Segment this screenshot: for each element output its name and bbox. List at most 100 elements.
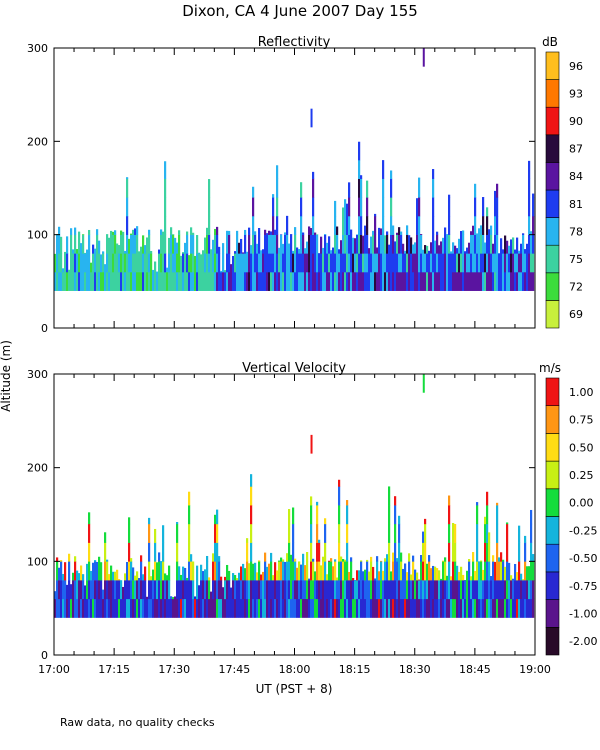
heatmap-cell xyxy=(142,598,145,618)
heatmap-cell xyxy=(400,253,403,273)
heatmap-cell xyxy=(132,580,135,600)
heatmap-cell xyxy=(104,542,107,562)
heatmap-cell xyxy=(392,234,395,254)
heatmap-cell xyxy=(400,552,403,562)
heatmap-cell xyxy=(290,272,293,291)
heatmap-cell xyxy=(410,598,413,618)
heatmap-cell xyxy=(124,580,127,600)
heatmap-cell xyxy=(528,253,531,273)
heatmap-cell xyxy=(376,253,379,273)
heatmap-cell xyxy=(492,272,495,291)
heatmap-cell xyxy=(430,580,433,600)
heatmap-cell xyxy=(292,523,295,543)
heatmap-cell xyxy=(132,234,135,254)
heatmap-cell xyxy=(342,580,345,600)
heatmap-cell xyxy=(406,572,409,581)
y-axis-label: Altitude (m) xyxy=(0,340,13,412)
x-tick-label: 18:45 xyxy=(459,663,491,676)
heatmap-cell xyxy=(314,272,317,291)
heatmap-cell xyxy=(256,580,259,600)
heatmap-cell xyxy=(328,272,331,291)
heatmap-cell xyxy=(236,253,239,273)
heatmap-cell xyxy=(434,598,437,618)
heatmap-cell xyxy=(212,239,215,254)
heatmap-cell xyxy=(408,272,411,291)
heatmap-cell xyxy=(92,272,95,291)
heatmap-cell xyxy=(306,561,309,581)
heatmap-cell xyxy=(486,542,489,562)
heatmap-cell xyxy=(178,580,181,600)
heatmap-cell xyxy=(126,580,129,600)
heatmap-cell xyxy=(226,598,229,618)
heatmap-cell xyxy=(168,565,171,581)
heatmap-cell xyxy=(150,598,153,618)
heatmap-cell xyxy=(62,598,65,618)
heatmap-cell xyxy=(344,234,347,254)
heatmap-cell xyxy=(374,216,377,235)
heatmap-cell xyxy=(380,234,383,254)
heatmap-cell xyxy=(378,253,381,273)
heatmap-cell xyxy=(214,514,217,525)
heatmap-cell xyxy=(66,598,69,618)
heatmap-cell xyxy=(184,580,187,600)
heatmap-cell xyxy=(398,253,401,273)
heatmap-cell xyxy=(312,561,315,581)
heatmap-cell xyxy=(326,253,329,273)
heatmap-cell xyxy=(470,272,473,291)
heatmap-cell xyxy=(434,580,437,600)
heatmap-cell xyxy=(370,253,373,273)
heatmap-cell xyxy=(142,580,145,600)
heatmap-cell xyxy=(310,505,313,525)
heatmap-cell xyxy=(300,564,303,581)
heatmap-cell xyxy=(236,598,239,618)
heatmap-cell xyxy=(316,542,319,562)
heatmap-cell xyxy=(320,580,323,600)
heatmap-cell xyxy=(528,580,531,600)
heatmap-cell xyxy=(76,249,79,254)
heatmap-cell xyxy=(480,234,483,254)
heatmap-cell xyxy=(278,253,281,273)
heatmap-cell xyxy=(450,251,453,254)
heatmap-cell xyxy=(68,269,71,273)
heatmap-cell xyxy=(510,575,513,581)
heatmap-cell xyxy=(350,272,353,291)
heatmap-cell xyxy=(374,578,377,581)
heatmap-cell xyxy=(156,271,159,273)
heatmap-cell xyxy=(398,598,401,618)
heatmap-cell xyxy=(476,598,479,618)
heatmap-cell xyxy=(460,234,463,254)
heatmap-cell xyxy=(266,580,269,600)
heatmap-cell xyxy=(250,561,253,581)
heatmap-cell xyxy=(398,234,401,254)
heatmap-cell xyxy=(148,598,151,618)
heatmap-cell xyxy=(478,234,481,254)
heatmap-cell xyxy=(212,580,215,600)
heatmap-cell xyxy=(96,561,99,581)
heatmap-cell xyxy=(324,580,327,600)
heatmap-cell xyxy=(94,561,97,581)
heatmap-cell xyxy=(358,160,361,179)
heatmap-cell xyxy=(306,241,309,254)
heatmap-cell xyxy=(366,197,369,217)
heatmap-cell xyxy=(282,253,285,273)
heatmap-cell xyxy=(472,253,475,273)
heatmap-cell xyxy=(88,234,91,254)
heatmap-cell xyxy=(230,272,233,291)
heatmap-cell xyxy=(420,234,423,254)
heatmap-cell xyxy=(416,598,419,618)
heatmap-cell xyxy=(334,234,337,254)
heatmap-cell xyxy=(452,242,455,254)
heatmap-cell xyxy=(428,555,431,562)
colorbar-swatch xyxy=(545,162,560,191)
heatmap-cell xyxy=(388,244,391,254)
x-tick-label: 17:00 xyxy=(38,663,70,676)
heatmap-cell xyxy=(522,579,525,581)
heatmap-cell xyxy=(386,561,389,581)
heatmap-cell xyxy=(60,236,63,254)
heatmap-cell xyxy=(88,512,91,525)
heatmap-cell xyxy=(92,253,95,273)
heatmap-cell xyxy=(246,598,249,618)
heatmap-cell xyxy=(268,580,271,600)
heatmap-cell xyxy=(396,272,399,291)
heatmap-cell xyxy=(408,253,411,273)
